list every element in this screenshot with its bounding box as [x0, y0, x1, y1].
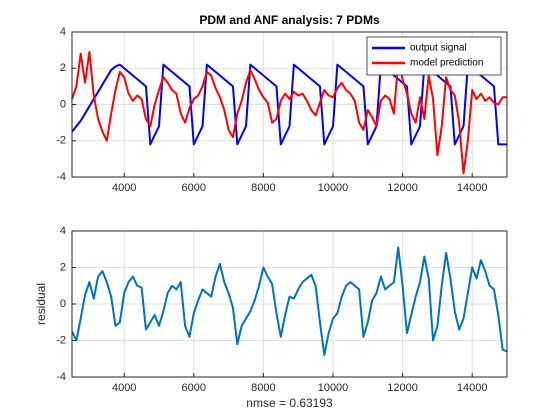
- legend-box: [366, 36, 502, 76]
- axes-frame: [71, 230, 508, 378]
- y-tick-label: 0: [60, 98, 66, 110]
- x-tick-label: 14000: [457, 382, 488, 394]
- y-tick-label: 0: [60, 298, 66, 310]
- x-tick-label: 4000: [112, 182, 136, 194]
- y-tick-label: -2: [56, 135, 66, 147]
- data-line: [71, 246, 508, 357]
- y-tick-label: 2: [60, 261, 66, 273]
- x-tick-label: 10000: [318, 382, 349, 394]
- x-tick-label: 6000: [182, 382, 206, 394]
- chart-title: PDM and ANF analysis: 7 PDMs: [199, 13, 380, 27]
- x-tick-label: 4000: [112, 382, 136, 394]
- y-tick-label: -2: [56, 334, 66, 346]
- x-tick-label: 10000: [318, 182, 349, 194]
- y-tick-label: 4: [60, 225, 66, 237]
- x-axis-label: nmse = 0.63193: [246, 396, 333, 410]
- data-line: [71, 50, 507, 175]
- x-tick-label: 6000: [182, 182, 206, 194]
- y-axis-label: residual: [34, 283, 48, 325]
- y-tick-label: 2: [60, 62, 66, 74]
- axes-frame: [71, 31, 508, 178]
- legend-label: output signal: [410, 43, 467, 54]
- x-tick-label: 8000: [251, 382, 275, 394]
- y-tick-label: 4: [60, 26, 66, 38]
- x-tick-label: 8000: [251, 182, 275, 194]
- y-tick-label: -4: [56, 371, 66, 383]
- x-tick-label: 14000: [457, 182, 488, 194]
- x-tick-label: 12000: [387, 182, 418, 194]
- y-tick-label: -4: [56, 171, 66, 183]
- legend-label: model prediction: [410, 58, 483, 69]
- x-tick-label: 12000: [387, 382, 418, 394]
